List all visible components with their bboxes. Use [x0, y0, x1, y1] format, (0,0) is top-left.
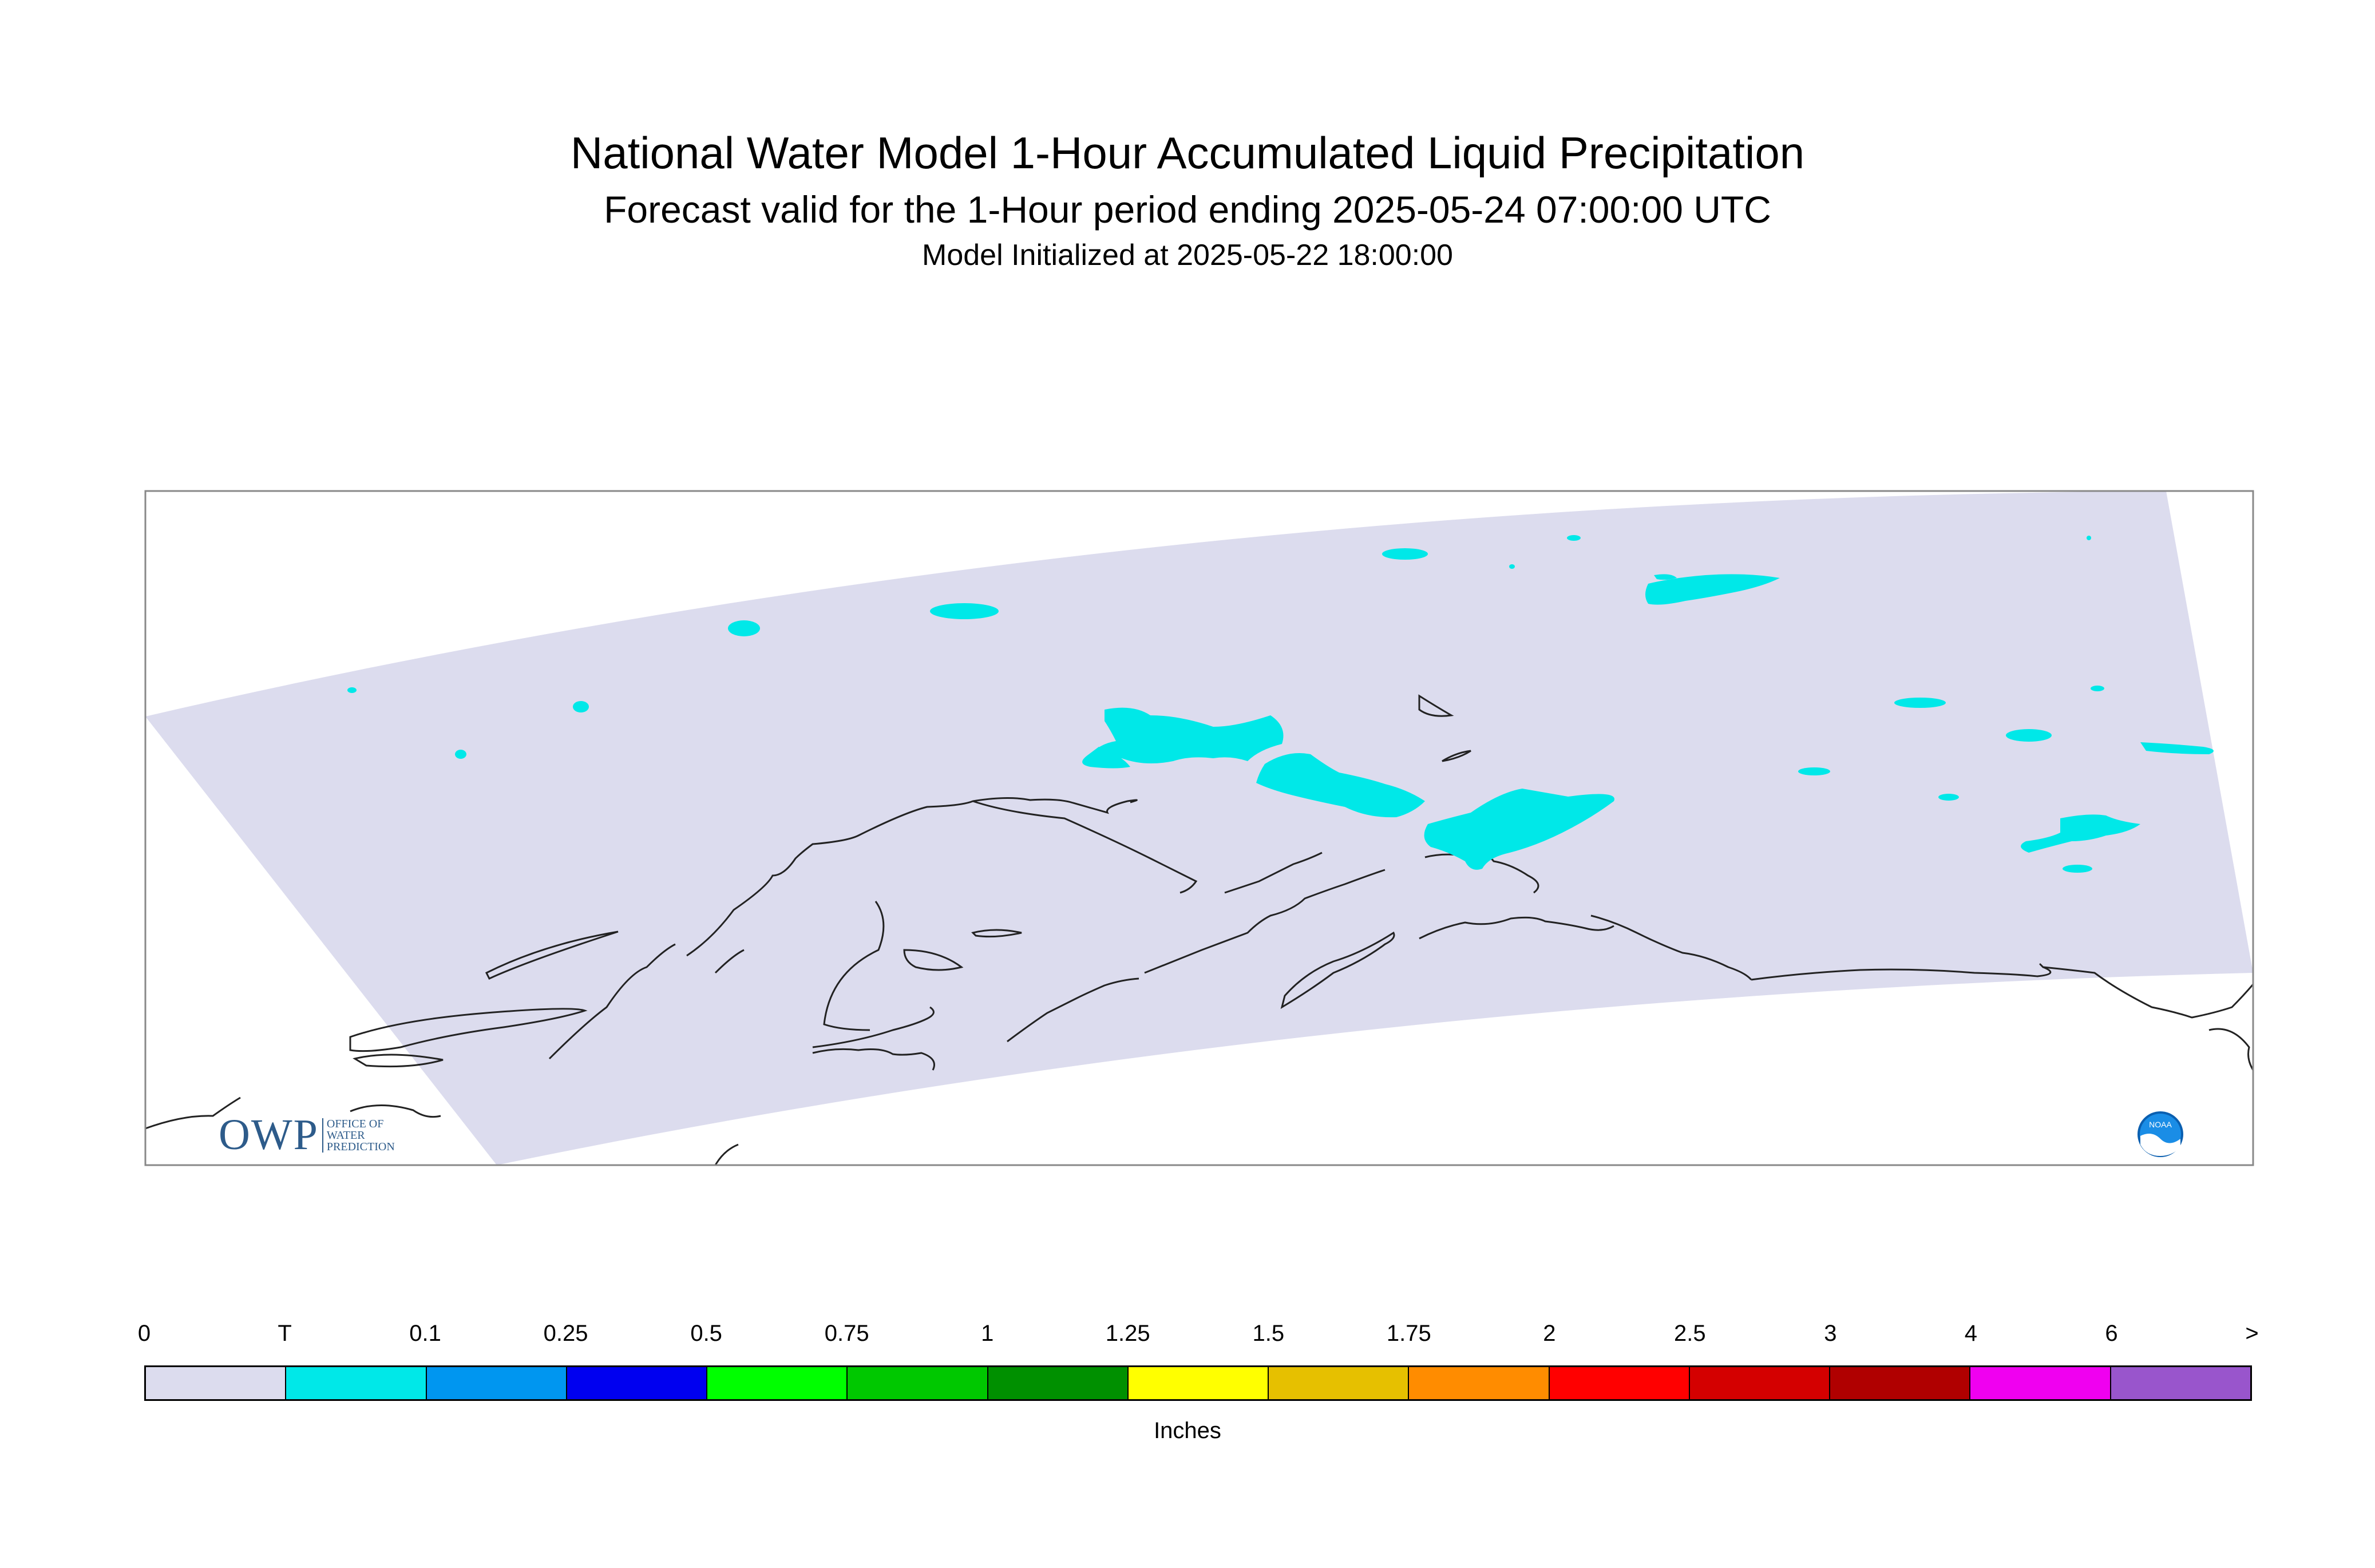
- map-frame: [144, 490, 2254, 1166]
- legend-colorbar: [144, 1365, 2252, 1401]
- legend-tick-label: 1: [981, 1321, 994, 1346]
- noaa-logo-text: NOAA: [2149, 1120, 2172, 1129]
- legend-color-swatch: [2111, 1367, 2250, 1399]
- legend-units-label: Inches: [1154, 1418, 1221, 1443]
- legend-tick-label: 0.25: [543, 1321, 588, 1346]
- legend-tick-label: 0.75: [824, 1321, 869, 1346]
- model-domain-area: [145, 491, 2253, 1165]
- owp-logo-word: PREDICTION: [326, 1140, 395, 1153]
- owp-logo-word: OFFICE OF: [326, 1117, 384, 1130]
- legend-tick-label: T: [278, 1321, 292, 1346]
- legend-color-swatch: [1128, 1367, 1269, 1399]
- legend-tick-label: >: [2245, 1321, 2259, 1346]
- owp-logo-letters: OWP: [219, 1111, 319, 1159]
- legend-color-swatch: [1830, 1367, 1971, 1399]
- legend-tick-label: 1.75: [1386, 1321, 1431, 1346]
- legend-color-swatch: [1269, 1367, 1410, 1399]
- legend-tick-label: 0: [137, 1321, 151, 1346]
- owp-logo-word: WATER: [326, 1129, 365, 1142]
- legend-tick-label: 2: [1543, 1321, 1556, 1346]
- legend-tick-label: 0.1: [409, 1321, 441, 1346]
- legend-color-swatch: [567, 1367, 708, 1399]
- legend-color-swatch: [286, 1367, 427, 1399]
- legend-tick-label: 1.5: [1252, 1321, 1285, 1346]
- chart-subtitle-init-time: Model Initialized at 2025-05-22 18:00:00: [922, 239, 1453, 272]
- owp-logo: OWP OFFICE OF WATER PREDICTION: [219, 1110, 395, 1160]
- precip-trace-areas: [347, 535, 2214, 873]
- legend-color-swatch: [1409, 1367, 1550, 1399]
- coastline: [145, 694, 2253, 1165]
- owp-logo-words: OFFICE OF WATER PREDICTION: [322, 1118, 395, 1153]
- legend-tick-label: 2.5: [1674, 1321, 1706, 1346]
- legend-color-swatch: [1689, 1367, 1831, 1399]
- chart-subtitle-valid-time: Forecast valid for the 1-Hour period end…: [604, 188, 1771, 231]
- legend-tick-label: 3: [1824, 1321, 1837, 1346]
- legend-color-swatch: [1970, 1367, 2111, 1399]
- legend-color-swatch: [426, 1367, 567, 1399]
- legend-tick-label: 0.5: [690, 1321, 722, 1346]
- legend-color-swatch: [1549, 1367, 1690, 1399]
- legend-tick-label: 6: [2105, 1321, 2118, 1346]
- legend-color-swatch: [988, 1367, 1129, 1399]
- chart-title: National Water Model 1-Hour Accumulated …: [570, 128, 1805, 178]
- legend-color-swatch: [146, 1367, 287, 1399]
- legend-color-swatch: [707, 1367, 848, 1399]
- legend-color-swatch: [848, 1367, 988, 1399]
- noaa-logo: NOAA: [2138, 1111, 2183, 1157]
- legend-tick-label: 4: [1964, 1321, 1978, 1346]
- legend-tick-label: 1.25: [1105, 1321, 1150, 1346]
